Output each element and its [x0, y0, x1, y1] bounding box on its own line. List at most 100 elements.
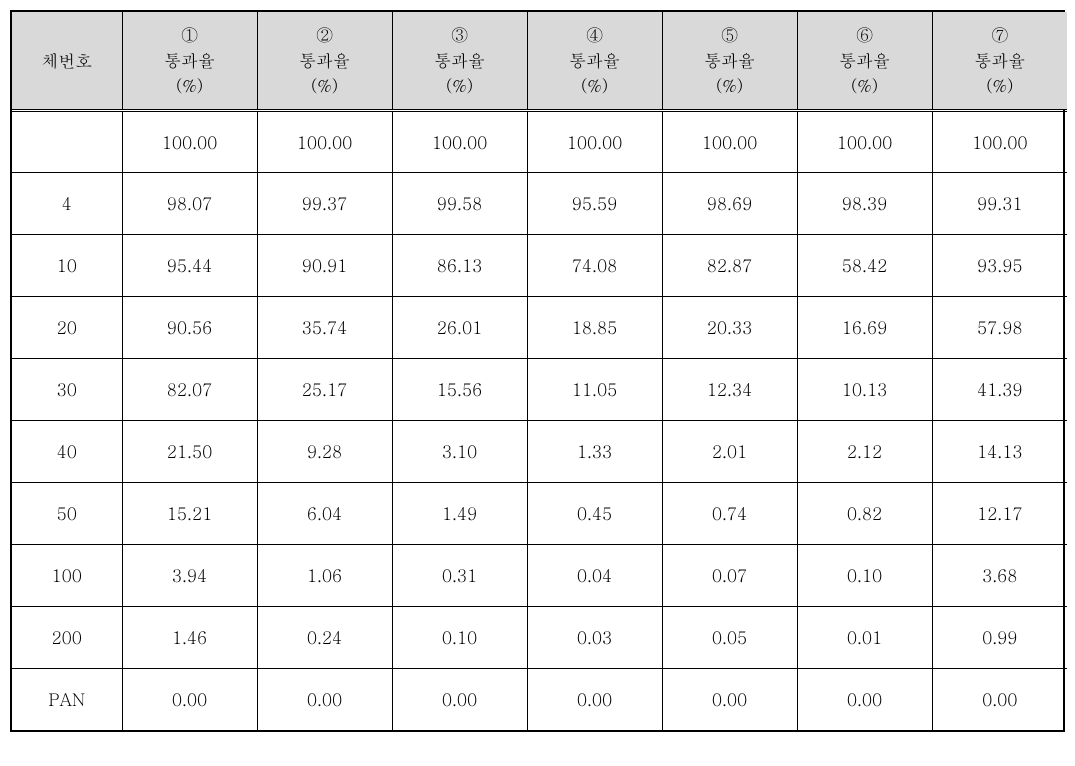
- row-label: 20: [12, 296, 122, 358]
- cell-value: 11.05: [527, 358, 662, 420]
- table-body: 100.00100.00100.00100.00100.00100.00100.…: [12, 110, 1067, 730]
- header-col-2-line2: (%): [311, 73, 338, 97]
- cell-value: 2.12: [797, 420, 932, 482]
- cell-value: 100.00: [122, 110, 257, 172]
- cell-value: 15.21: [122, 482, 257, 544]
- cell-value: 41.39: [932, 358, 1067, 420]
- cell-value: 1.06: [257, 544, 392, 606]
- cell-value: 0.00: [932, 668, 1067, 730]
- table-row: PAN0.000.000.000.000.000.000.00: [12, 668, 1067, 730]
- cell-value: 99.58: [392, 172, 527, 234]
- cell-value: 90.91: [257, 234, 392, 296]
- header-col-3-line1: 통과율: [434, 48, 485, 72]
- table-row: 3082.0725.1715.5611.0512.3410.1341.39: [12, 358, 1067, 420]
- table-row: 498.0799.3799.5895.5998.6998.3999.31: [12, 172, 1067, 234]
- header-col-5: ⑤ 통과율 (%): [662, 12, 797, 110]
- cell-value: 3.10: [392, 420, 527, 482]
- cell-value: 98.39: [797, 172, 932, 234]
- cell-value: 0.00: [797, 668, 932, 730]
- table-row: 4021.509.283.101.332.012.1214.13: [12, 420, 1067, 482]
- cell-value: 58.42: [797, 234, 932, 296]
- cell-value: 90.56: [122, 296, 257, 358]
- table-row: 2090.5635.7426.0118.8520.3316.6957.98: [12, 296, 1067, 358]
- cell-value: 15.56: [392, 358, 527, 420]
- cell-value: 0.99: [932, 606, 1067, 668]
- table-row: 100.00100.00100.00100.00100.00100.00100.…: [12, 110, 1067, 172]
- cell-value: 0.00: [122, 668, 257, 730]
- cell-value: 14.13: [932, 420, 1067, 482]
- cell-value: 99.31: [932, 172, 1067, 234]
- cell-value: 93.95: [932, 234, 1067, 296]
- header-col-4: ④ 통과율 (%): [527, 12, 662, 110]
- header-col-4-line1: 통과율: [569, 48, 620, 72]
- header-col-5-circle: ⑤: [721, 22, 738, 46]
- cell-value: 0.10: [392, 606, 527, 668]
- cell-value: 0.05: [662, 606, 797, 668]
- cell-value: 74.08: [527, 234, 662, 296]
- header-sieve-no: 체번호: [12, 12, 122, 110]
- cell-value: 12.17: [932, 482, 1067, 544]
- cell-value: 0.07: [662, 544, 797, 606]
- cell-value: 95.59: [527, 172, 662, 234]
- header-col-1-circle: ①: [181, 22, 198, 46]
- cell-value: 82.07: [122, 358, 257, 420]
- header-col-6-circle: ⑥: [856, 22, 873, 46]
- row-label: 100: [12, 544, 122, 606]
- cell-value: 0.00: [392, 668, 527, 730]
- cell-value: 10.13: [797, 358, 932, 420]
- table-row: 1095.4490.9186.1374.0882.8758.4293.95: [12, 234, 1067, 296]
- cell-value: 82.87: [662, 234, 797, 296]
- cell-value: 26.01: [392, 296, 527, 358]
- cell-value: 0.03: [527, 606, 662, 668]
- table-header: 체번호 ① 통과율 (%) ② 통과율 (%) ③ 통과율 (%): [12, 12, 1067, 110]
- header-row: 체번호 ① 통과율 (%) ② 통과율 (%) ③ 통과율 (%): [12, 12, 1067, 110]
- cell-value: 25.17: [257, 358, 392, 420]
- header-col-3-line2: (%): [446, 73, 473, 97]
- cell-value: 6.04: [257, 482, 392, 544]
- cell-value: 1.49: [392, 482, 527, 544]
- cell-value: 98.69: [662, 172, 797, 234]
- cell-value: 100.00: [392, 110, 527, 172]
- row-label: 40: [12, 420, 122, 482]
- cell-value: 1.33: [527, 420, 662, 482]
- cell-value: 86.13: [392, 234, 527, 296]
- cell-value: 2.01: [662, 420, 797, 482]
- table-row: 5015.216.041.490.450.740.8212.17: [12, 482, 1067, 544]
- table-row: 1003.941.060.310.040.070.103.68: [12, 544, 1067, 606]
- header-col-7-line1: 통과율: [974, 48, 1025, 72]
- cell-value: 0.10: [797, 544, 932, 606]
- cell-value: 0.00: [527, 668, 662, 730]
- cell-value: 12.34: [662, 358, 797, 420]
- cell-value: 3.94: [122, 544, 257, 606]
- header-col-7: ⑦ 통과율 (%): [932, 12, 1067, 110]
- cell-value: 0.00: [662, 668, 797, 730]
- row-label: PAN: [12, 668, 122, 730]
- cell-value: 98.07: [122, 172, 257, 234]
- cell-value: 20.33: [662, 296, 797, 358]
- cell-value: 0.00: [257, 668, 392, 730]
- cell-value: 0.24: [257, 606, 392, 668]
- header-col-5-line2: (%): [716, 73, 743, 97]
- header-sieve-no-label: 체번호: [41, 48, 92, 72]
- table-row: 2001.460.240.100.030.050.010.99: [12, 606, 1067, 668]
- cell-value: 0.74: [662, 482, 797, 544]
- cell-value: 3.68: [932, 544, 1067, 606]
- sieve-pass-rate-table-container: 체번호 ① 통과율 (%) ② 통과율 (%) ③ 통과율 (%): [10, 10, 1065, 732]
- header-col-6: ⑥ 통과율 (%): [797, 12, 932, 110]
- cell-value: 16.69: [797, 296, 932, 358]
- header-col-2-line1: 통과율: [299, 48, 350, 72]
- header-col-3: ③ 통과율 (%): [392, 12, 527, 110]
- cell-value: 99.37: [257, 172, 392, 234]
- header-col-4-line2: (%): [581, 73, 608, 97]
- header-col-1-line1: 통과율: [164, 48, 215, 72]
- row-label: 30: [12, 358, 122, 420]
- cell-value: 0.01: [797, 606, 932, 668]
- header-col-6-line1: 통과율: [839, 48, 890, 72]
- cell-value: 57.98: [932, 296, 1067, 358]
- cell-value: 100.00: [527, 110, 662, 172]
- cell-value: 9.28: [257, 420, 392, 482]
- cell-value: 100.00: [797, 110, 932, 172]
- cell-value: 1.46: [122, 606, 257, 668]
- cell-value: 100.00: [257, 110, 392, 172]
- cell-value: 35.74: [257, 296, 392, 358]
